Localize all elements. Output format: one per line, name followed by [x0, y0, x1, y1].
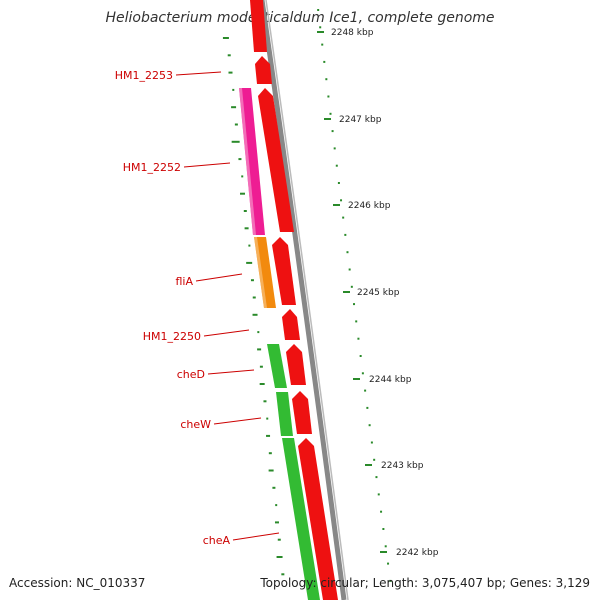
gene-arrow-chea-fwd[interactable]	[298, 438, 338, 600]
map-title: Heliobacterium modesticaldum Ice1, compl…	[105, 10, 494, 26]
gene-label-hm1-2250[interactable]: HM1_2250	[143, 330, 201, 343]
ruler-tick-label: 2242 kbp	[396, 548, 439, 558]
gene-label-ched[interactable]: cheD	[177, 368, 205, 381]
gene-arrow-hm1-2253[interactable]	[255, 56, 272, 84]
gene-bar-chew[interactable]	[276, 392, 293, 436]
gene-bar-ched[interactable]	[267, 344, 287, 388]
gene-label-chea[interactable]: cheA	[203, 534, 231, 547]
ruler-tick-label: 2248 kbp	[331, 28, 374, 38]
gene-label-hm1-2252[interactable]: HM1_2252	[123, 161, 181, 174]
gene-leader-line	[195, 273, 243, 282]
gc-skew-marks	[222, 37, 285, 576]
gene-leader-line	[213, 417, 262, 425]
ruler-tick-label: 2245 kbp	[357, 288, 400, 298]
ruler-tick-label: 2244 kbp	[369, 375, 412, 385]
gene-leader-line	[175, 71, 222, 76]
gene-bar-hm1-2252-shade	[239, 88, 256, 235]
gene-label-flia[interactable]: fliA	[175, 275, 193, 288]
gene-leader-line	[232, 532, 280, 541]
gene-label-chew[interactable]: cheW	[180, 418, 211, 431]
gene-arrow-hm1-2250[interactable]	[282, 309, 300, 340]
genome-backbone-shadow	[265, 0, 349, 600]
topology-text: Topology: circular; Length: 3,075,407 bp…	[260, 576, 590, 590]
gene-bar-flia-shade	[254, 237, 267, 308]
gene-leader-line	[207, 369, 255, 375]
gene-arrow-hm1-2252-fwd[interactable]	[258, 88, 294, 232]
ruler-tick-label: 2246 kbp	[348, 201, 391, 211]
gene-arrow-ched-fwd[interactable]	[286, 344, 306, 385]
gene-leader-line	[183, 162, 231, 168]
gene-arrow-chew-fwd[interactable]	[292, 391, 312, 434]
ruler-minor-ticks	[317, 9, 392, 582]
gene-arrow-top[interactable]	[250, 0, 267, 52]
gene-bar-chea[interactable]	[282, 438, 320, 600]
ruler-tick-label: 2247 kbp	[339, 115, 382, 125]
gene-arrow-flia-fwd[interactable]	[272, 237, 296, 305]
ruler-tick-label: 2243 kbp	[381, 461, 424, 471]
gene-leader-line	[203, 329, 250, 337]
accession-text: Accession: NC_010337	[9, 576, 146, 590]
genome-backbone	[259, 0, 347, 600]
gene-label-hm1-2253[interactable]: HM1_2253	[115, 69, 173, 82]
